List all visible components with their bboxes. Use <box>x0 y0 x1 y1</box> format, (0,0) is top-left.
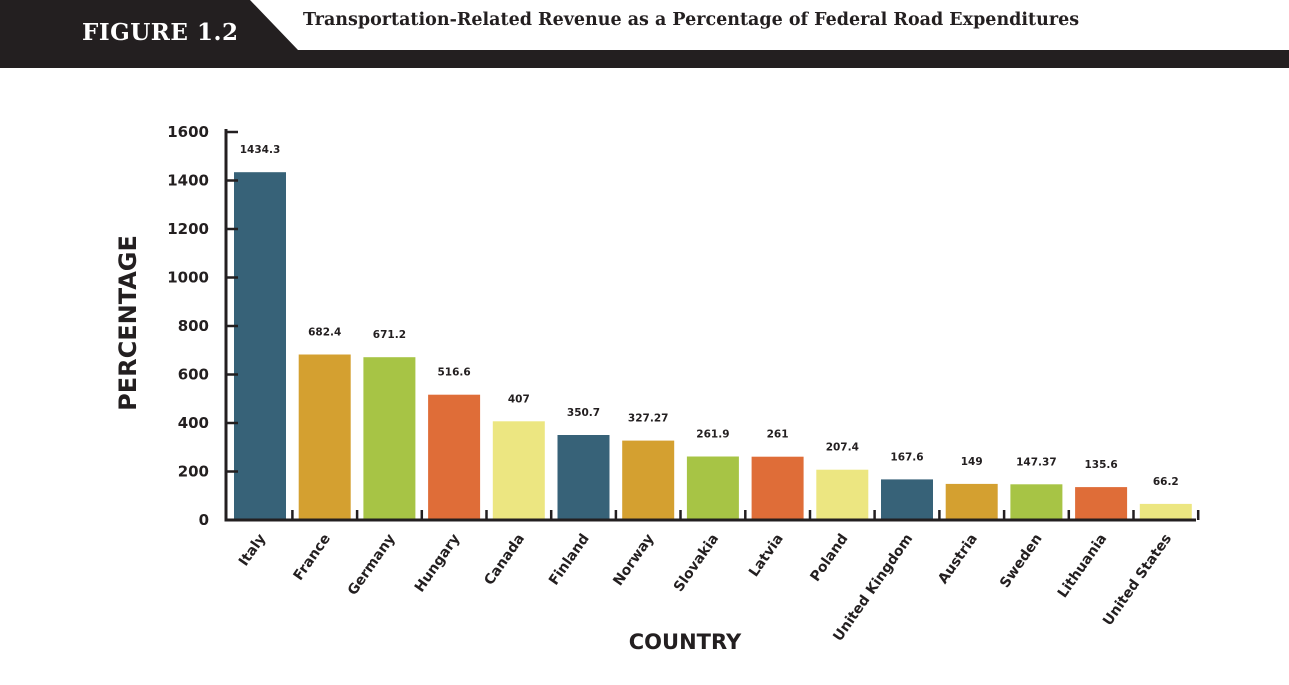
data-label: 167.6 <box>890 451 923 463</box>
bar-austria <box>945 483 998 520</box>
y-tick-label: 800 <box>178 317 209 335</box>
category-label: Latvia <box>746 531 787 580</box>
data-label: 350.7 <box>567 407 600 419</box>
bar-italy <box>234 172 286 520</box>
category-label: Slovakia <box>671 531 722 595</box>
y-tick-label: 1000 <box>167 269 209 287</box>
category-label: Hungary <box>412 531 464 595</box>
bar-hungary <box>428 394 481 520</box>
axes-layer: 0 200 400 600 800 1000 1200 1400 1600 <box>167 123 1200 529</box>
data-label: 149 <box>961 456 983 468</box>
bar-norway <box>622 440 675 520</box>
y-tick-label: 1200 <box>167 220 209 238</box>
data-label: 1434.3 <box>240 144 281 156</box>
category-label: Austria <box>935 531 981 587</box>
x-axis-title: COUNTRY <box>629 630 742 654</box>
category-label: Italy <box>236 531 269 569</box>
y-axis-title: PERCENTAGE <box>114 235 142 411</box>
data-label: 516.6 <box>437 367 470 379</box>
y-tick-label: 600 <box>178 366 209 384</box>
header-rule <box>0 50 1289 68</box>
category-label: Finland <box>546 531 593 588</box>
header-band <box>0 0 1289 68</box>
bar-lithuania <box>1075 487 1128 520</box>
y-tick-label: 200 <box>178 463 209 481</box>
category-label: Poland <box>807 531 851 585</box>
data-label: 261.9 <box>696 429 729 441</box>
category-label: Norway <box>610 531 657 589</box>
data-label: 327.27 <box>628 413 669 425</box>
bar-germany <box>363 357 416 520</box>
bar-france <box>298 354 351 520</box>
category-label: Lithuania <box>1055 531 1111 601</box>
bar-sweden <box>1010 484 1063 520</box>
category-label: Canada <box>481 531 528 588</box>
bar-poland <box>816 469 869 520</box>
figure-label-tab <box>0 0 298 50</box>
category-label: France <box>291 531 334 583</box>
bar-finland <box>557 435 610 520</box>
bar-latvia <box>751 456 804 520</box>
bars-layer <box>234 172 1192 520</box>
y-tick-label: 400 <box>178 414 209 432</box>
y-tick-label: 0 <box>199 511 209 529</box>
y-tick-label: 1600 <box>167 123 209 141</box>
category-label: Germany <box>345 531 399 598</box>
data-label: 671.2 <box>373 329 406 341</box>
data-label: 682.4 <box>308 327 341 339</box>
data-label: 261 <box>767 429 789 441</box>
data-label: 147.37 <box>1016 456 1057 468</box>
data-label: 66.2 <box>1153 476 1179 488</box>
bar-united-states <box>1139 503 1192 520</box>
bar-slovakia <box>686 456 739 520</box>
figure-label: FIGURE 1.2 <box>82 19 239 46</box>
data-label: 207.4 <box>826 442 859 454</box>
bar-united-kingdom <box>881 479 933 520</box>
bar-canada <box>492 421 545 520</box>
category-label: Sweden <box>997 531 1046 591</box>
category-label: United States <box>1100 531 1175 629</box>
y-tick-label: 1400 <box>167 172 209 190</box>
data-label: 135.6 <box>1084 459 1117 471</box>
figure-title: Transportation-Related Revenue as a Perc… <box>303 10 1080 30</box>
data-label: 407 <box>508 393 530 405</box>
